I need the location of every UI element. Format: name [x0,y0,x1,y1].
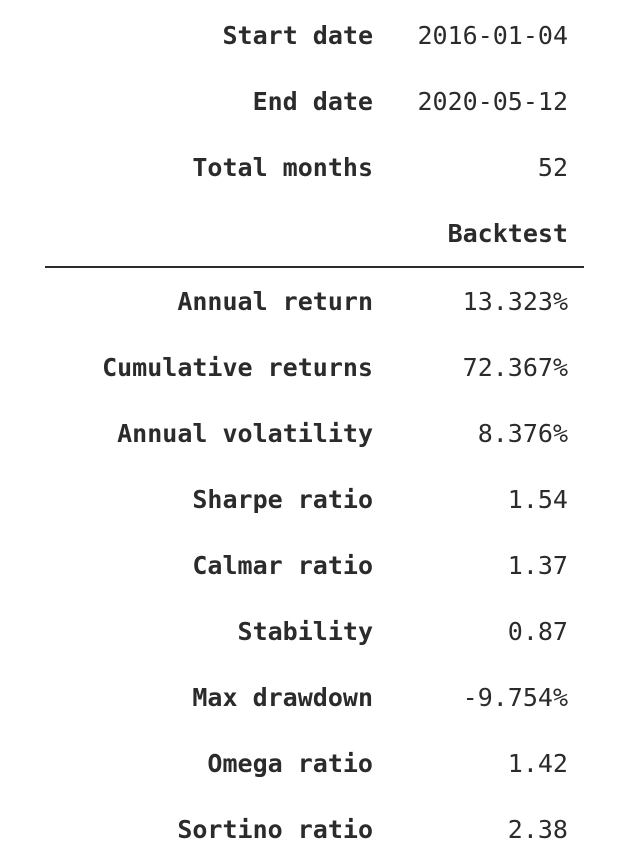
row-label: Annual return [177,287,373,316]
row-label: Annual volatility [117,419,373,448]
row-value: 2016-01-04 [417,21,568,50]
metric-row-annual-volatility: Annual volatility 8.376% [0,414,627,454]
info-row-start-date: Start date 2016-01-04 [0,16,627,56]
metric-row-omega-ratio: Omega ratio 1.42 [0,744,627,784]
row-label: Calmar ratio [192,551,373,580]
row-value: 13.323% [462,287,568,316]
row-value: 8.376% [477,419,568,448]
row-value: 1.37 [507,551,568,580]
row-value: 1.54 [507,485,568,514]
row-label: End date [252,87,373,116]
metric-row-cumulative-returns: Cumulative returns 72.367% [0,348,627,388]
metric-row-stability: Stability 0.87 [0,612,627,652]
row-label: Cumulative returns [102,353,373,382]
row-value: 0.87 [507,617,568,646]
metric-row-calmar-ratio: Calmar ratio 1.37 [0,546,627,586]
row-label: Start date [222,21,373,50]
metric-row-sortino-ratio: Sortino ratio 2.38 [0,810,627,850]
row-label: Total months [192,153,373,182]
row-label: Max drawdown [192,683,373,712]
info-row-total-months: Total months 52 [0,148,627,188]
metric-row-sharpe-ratio: Sharpe ratio 1.54 [0,480,627,520]
row-value: 1.42 [507,749,568,778]
metric-row-max-drawdown: Max drawdown -9.754% [0,678,627,718]
header-divider [45,266,584,268]
row-value: 2020-05-12 [417,87,568,116]
row-value: -9.754% [462,683,568,712]
column-header-row: Backtest [0,214,627,254]
row-value: 52 [537,153,568,182]
row-label: Sortino ratio [177,815,373,844]
info-row-end-date: End date 2020-05-12 [0,82,627,122]
row-label: Sharpe ratio [192,485,373,514]
row-label: Omega ratio [207,749,373,778]
metric-row-annual-return: Annual return 13.323% [0,282,627,322]
row-value: 72.367% [462,353,568,382]
row-value: 2.38 [507,815,568,844]
row-label: Stability [237,617,373,646]
column-header-backtest: Backtest [447,219,568,248]
